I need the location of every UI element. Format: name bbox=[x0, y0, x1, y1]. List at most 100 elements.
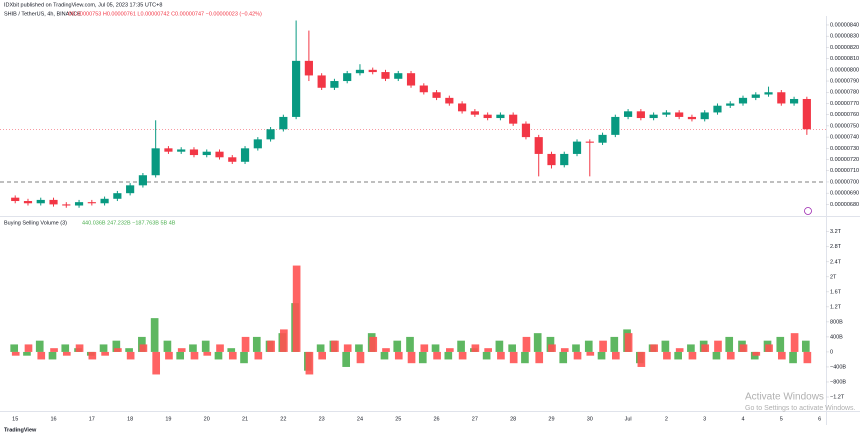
y-tick-label: −800B bbox=[830, 379, 846, 385]
volume-bar bbox=[610, 336, 619, 352]
y-tick-label: 0.00000810 bbox=[830, 56, 859, 62]
volume-bar bbox=[612, 351, 620, 360]
volume-bar bbox=[214, 351, 223, 360]
y-tick-label: 0.00000750 bbox=[830, 123, 859, 129]
volume-bar bbox=[216, 344, 224, 352]
volume-bar bbox=[418, 351, 427, 364]
y-tick-label: 0.00000700 bbox=[830, 179, 859, 185]
volume-bar bbox=[803, 351, 812, 364]
volume-bar bbox=[752, 351, 761, 356]
candle-body bbox=[343, 73, 352, 82]
volume-bar bbox=[509, 351, 518, 364]
y-tick-label: 0.00000840 bbox=[830, 22, 859, 28]
volume-bar bbox=[35, 340, 44, 352]
volume-bar bbox=[471, 344, 480, 352]
volume-bar bbox=[599, 340, 607, 352]
volume-bar bbox=[712, 351, 721, 360]
candle-body bbox=[419, 85, 428, 93]
volume-bar bbox=[597, 351, 606, 360]
y-tick-label: 1.2T bbox=[830, 304, 842, 310]
y-tick-label: 2.8T bbox=[830, 244, 842, 250]
volume-bar bbox=[573, 351, 582, 360]
candle-body bbox=[649, 114, 658, 119]
candle-body bbox=[292, 60, 301, 117]
candle-body bbox=[802, 98, 811, 130]
volume-bar bbox=[495, 340, 504, 352]
y-tick-label: 0.00000830 bbox=[830, 34, 859, 40]
volume-bar bbox=[725, 336, 734, 352]
volume-bar bbox=[254, 351, 263, 360]
x-tick-label: 30 bbox=[587, 416, 593, 422]
candle-body bbox=[585, 141, 594, 143]
y-tick-label: 0.00000760 bbox=[830, 112, 859, 118]
volume-bar bbox=[789, 351, 797, 364]
x-tick-label: 25 bbox=[395, 416, 401, 422]
volume-bar bbox=[701, 344, 710, 352]
volume-bar bbox=[521, 351, 529, 364]
volume-bar bbox=[482, 351, 491, 360]
candle-body bbox=[675, 112, 684, 117]
candle-body bbox=[432, 92, 441, 98]
x-tick-label: 23 bbox=[319, 416, 325, 422]
y-tick-label: 400B bbox=[830, 334, 843, 340]
volume-bar bbox=[280, 329, 288, 352]
y-tick-label: 0.00000790 bbox=[830, 78, 859, 84]
candle-body bbox=[572, 141, 582, 154]
volume-bar bbox=[394, 351, 403, 360]
candle-body bbox=[624, 111, 633, 117]
volume-bar bbox=[407, 351, 416, 364]
y-tick-label: 0.00000820 bbox=[830, 45, 859, 51]
volume-bar bbox=[343, 344, 352, 352]
symbol: SHIB / TetherUS, 4h, BINANCE bbox=[4, 11, 81, 17]
volume-bar bbox=[726, 351, 735, 360]
y-tick-label: 0.00000800 bbox=[830, 67, 859, 73]
volume-bar bbox=[508, 344, 516, 352]
candle-body bbox=[662, 112, 671, 115]
candle-body bbox=[751, 94, 760, 98]
volume-bar bbox=[777, 351, 786, 360]
x-tick-label: 18 bbox=[127, 416, 133, 422]
candle-body bbox=[355, 69, 365, 74]
volume-bar bbox=[369, 336, 378, 352]
candle-body bbox=[164, 148, 173, 152]
candle-body bbox=[330, 81, 339, 88]
x-tick-label: 29 bbox=[548, 416, 554, 422]
y-tick-label: 0.00000710 bbox=[830, 168, 859, 174]
volume-bar bbox=[801, 340, 810, 352]
candle-body bbox=[228, 157, 237, 162]
volume-bar bbox=[420, 344, 429, 352]
candle-body bbox=[36, 199, 45, 204]
volume-bar bbox=[661, 340, 670, 352]
volume-bar bbox=[252, 336, 261, 352]
y-tick-label: 0.00000730 bbox=[830, 146, 859, 152]
volume-bar bbox=[177, 348, 186, 352]
volume-bar bbox=[382, 348, 390, 352]
x-tick-label: 27 bbox=[472, 416, 478, 422]
candle-body bbox=[700, 112, 709, 120]
candle-body bbox=[189, 149, 199, 156]
candle-body bbox=[151, 148, 160, 176]
candle-body bbox=[738, 97, 748, 104]
volume-bar bbox=[203, 351, 212, 356]
volume-bar bbox=[446, 348, 454, 352]
volume-bar bbox=[190, 351, 199, 360]
volume-bar bbox=[125, 348, 133, 352]
candle-body bbox=[483, 114, 492, 119]
volume-bar bbox=[624, 333, 633, 352]
x-tick-label: 6 bbox=[818, 416, 821, 422]
y-tick-label: 1.6T bbox=[830, 289, 842, 295]
volume-bar bbox=[189, 344, 197, 352]
candle-body bbox=[23, 201, 33, 204]
volume-bar bbox=[674, 351, 682, 360]
candle-body bbox=[713, 105, 722, 113]
volume-bar bbox=[393, 340, 402, 352]
volume-bar bbox=[112, 340, 121, 352]
x-tick-label: 2 bbox=[665, 416, 668, 422]
volume-bar bbox=[227, 348, 236, 352]
candle-body bbox=[777, 92, 786, 104]
x-tick-label: 17 bbox=[89, 416, 95, 422]
volume-bar bbox=[687, 344, 695, 352]
candle-body bbox=[458, 103, 467, 112]
candle-body bbox=[317, 75, 326, 88]
